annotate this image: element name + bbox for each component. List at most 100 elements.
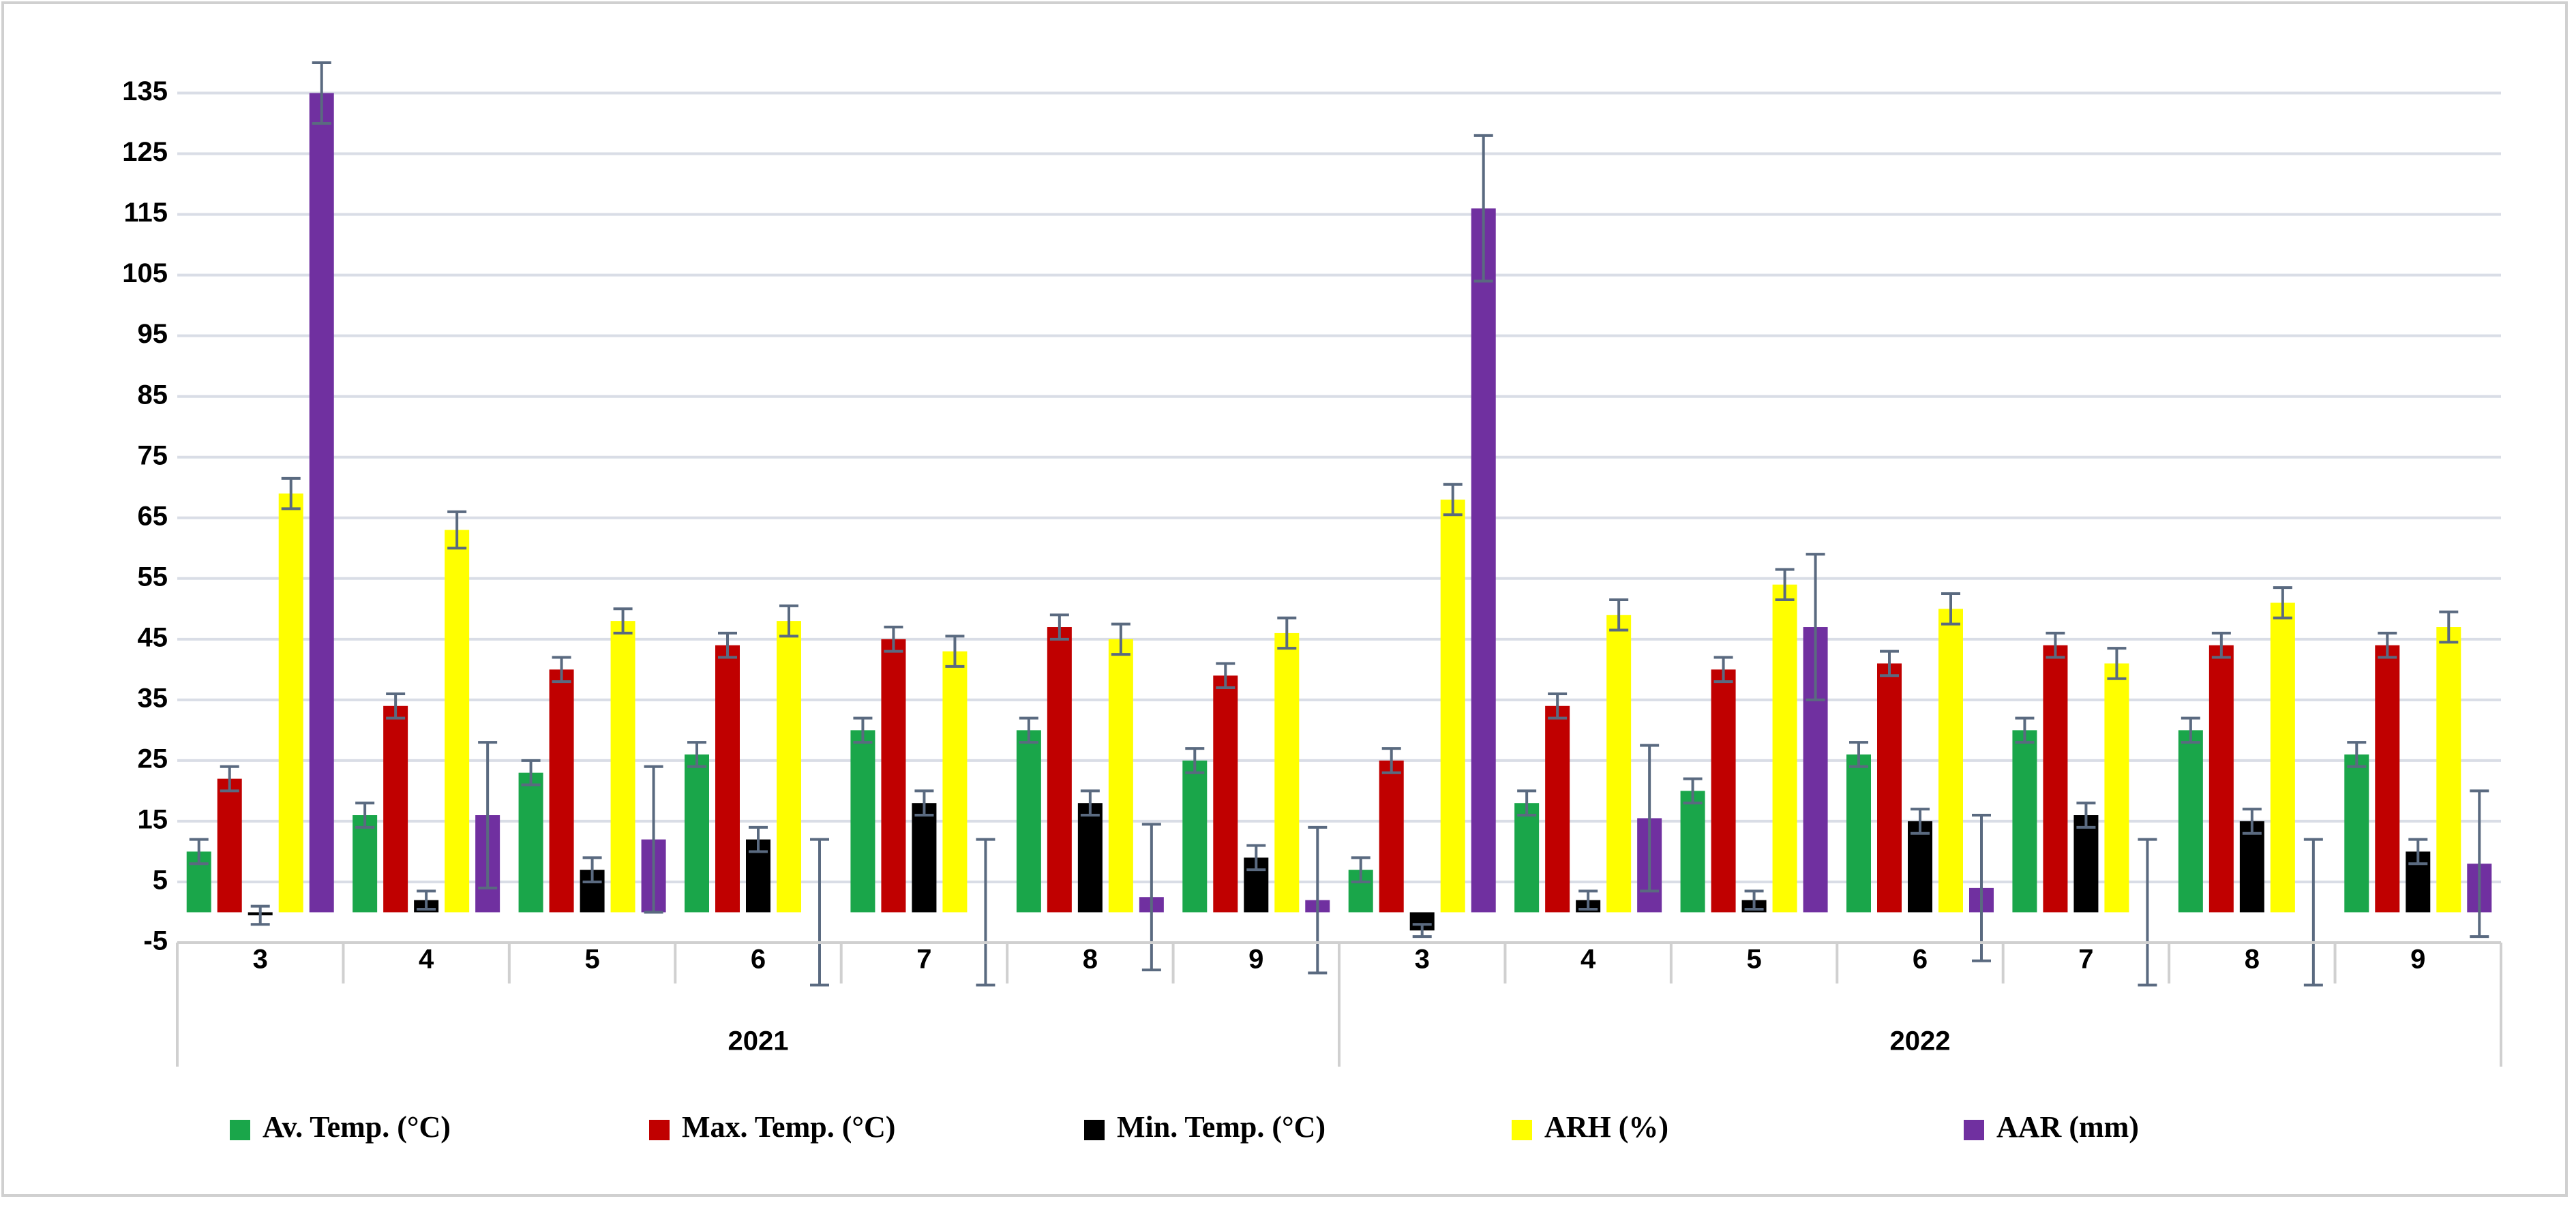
x-tick-label: 7 bbox=[2078, 945, 2093, 975]
error-bar bbox=[2046, 631, 2065, 659]
bar bbox=[912, 803, 937, 913]
bar bbox=[1545, 705, 1570, 913]
x-tick-label: 3 bbox=[253, 945, 268, 975]
y-tick-label: 15 bbox=[138, 804, 168, 834]
bar bbox=[1440, 500, 1465, 913]
error-bar bbox=[1351, 856, 1371, 883]
legend-swatch bbox=[1512, 1120, 1532, 1140]
bar bbox=[1047, 627, 1072, 913]
bar bbox=[1680, 791, 1705, 913]
error-bar bbox=[718, 631, 737, 659]
bar bbox=[2344, 754, 2369, 913]
bar bbox=[1016, 730, 1041, 913]
error-bar bbox=[810, 838, 829, 987]
y-tick-label: 85 bbox=[138, 380, 168, 410]
y-tick-label: 25 bbox=[138, 744, 168, 774]
bar bbox=[1711, 669, 1736, 913]
y-tick-label: -5 bbox=[143, 926, 168, 956]
bar bbox=[1108, 639, 1133, 913]
bar bbox=[942, 651, 968, 913]
bar bbox=[217, 778, 242, 913]
error-bar bbox=[1548, 692, 1568, 720]
error-bar bbox=[386, 692, 406, 720]
error-bar bbox=[521, 759, 541, 787]
x-tick-label: 6 bbox=[751, 945, 766, 975]
error-bar bbox=[2181, 716, 2200, 744]
error-bar bbox=[1744, 889, 1764, 911]
error-bar bbox=[478, 741, 498, 889]
y-tick-label: 125 bbox=[122, 137, 168, 167]
bar bbox=[2178, 730, 2203, 913]
error-bar bbox=[250, 904, 270, 926]
error-bar bbox=[1775, 568, 1795, 601]
error-bar bbox=[1713, 656, 1733, 684]
error-bar bbox=[1578, 889, 1598, 911]
bar bbox=[1182, 760, 1208, 913]
y-tick-label: 135 bbox=[122, 76, 168, 106]
error-bar bbox=[2439, 610, 2459, 644]
bar bbox=[1077, 803, 1103, 913]
error-bar bbox=[1683, 777, 1703, 805]
bar bbox=[2375, 645, 2400, 913]
error-bar bbox=[884, 626, 903, 653]
x-tick-label: 6 bbox=[1913, 945, 1928, 975]
error-bar bbox=[1517, 789, 1537, 817]
bar bbox=[1846, 754, 1871, 913]
bar bbox=[2436, 627, 2461, 913]
y-tick-label: 65 bbox=[138, 501, 168, 531]
error-bar bbox=[2107, 647, 2127, 680]
x-tick-label: 4 bbox=[419, 945, 434, 975]
bar bbox=[1772, 584, 1797, 913]
legend-swatch bbox=[649, 1120, 670, 1140]
error-bar bbox=[1911, 808, 1930, 835]
bar bbox=[518, 772, 543, 913]
error-bar bbox=[2303, 838, 2323, 987]
legend-label: Max. Temp. (°C) bbox=[682, 1110, 895, 1144]
y-tick-label: 95 bbox=[138, 319, 168, 349]
error-bar bbox=[914, 789, 934, 817]
x-tick-label: 8 bbox=[1083, 945, 1098, 975]
bar bbox=[610, 621, 635, 913]
bar bbox=[1514, 803, 1540, 913]
error-bar bbox=[1080, 789, 1100, 817]
error-bar bbox=[417, 889, 436, 911]
error-bar bbox=[853, 716, 873, 744]
error-bar bbox=[1246, 844, 1266, 872]
error-bar bbox=[552, 656, 571, 684]
x-tick-label: 7 bbox=[916, 945, 931, 975]
bar bbox=[2043, 645, 2068, 913]
error-bar bbox=[1972, 814, 1991, 962]
error-bar bbox=[1381, 747, 1401, 774]
legend-swatch bbox=[1084, 1120, 1105, 1140]
error-bar bbox=[1308, 825, 1328, 975]
group-label: 2021 bbox=[728, 1026, 789, 1056]
x-tick-label: 8 bbox=[2245, 945, 2260, 975]
bar bbox=[549, 669, 574, 913]
error-bar bbox=[1412, 923, 1432, 939]
legend-swatch bbox=[1964, 1120, 1984, 1140]
bar bbox=[685, 754, 709, 913]
legend-label: Av. Temp. (°C) bbox=[263, 1110, 451, 1144]
bar bbox=[309, 93, 334, 913]
error-bar bbox=[1141, 823, 1161, 972]
error-bar bbox=[2347, 741, 2367, 768]
legend-label: Min. Temp. (°C) bbox=[1117, 1110, 1326, 1144]
error-bar bbox=[2211, 631, 2231, 659]
bar bbox=[1606, 615, 1632, 913]
error-bar bbox=[1941, 592, 1960, 626]
error-bar bbox=[220, 765, 239, 793]
error-bar bbox=[1216, 662, 1235, 690]
x-tick-label: 5 bbox=[1746, 945, 1761, 975]
error-bar bbox=[945, 635, 965, 668]
error-bar bbox=[355, 802, 375, 829]
y-tick-label: 45 bbox=[138, 622, 168, 652]
legend-label: AAR (mm) bbox=[1996, 1110, 2139, 1144]
bar bbox=[2073, 815, 2099, 913]
error-bar bbox=[2378, 631, 2397, 659]
x-tick-label: 9 bbox=[1248, 945, 1263, 975]
error-bar bbox=[687, 741, 706, 768]
y-tick-label: 35 bbox=[138, 683, 168, 713]
bar bbox=[278, 493, 303, 913]
bar bbox=[881, 639, 906, 913]
